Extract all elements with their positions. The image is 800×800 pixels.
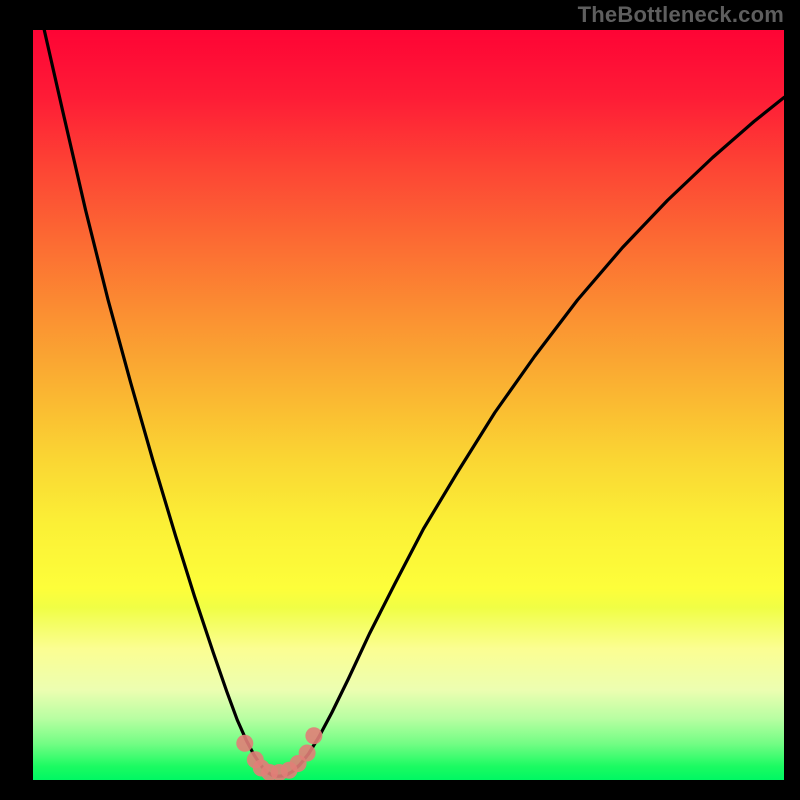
bottleneck-curve	[44, 30, 784, 776]
watermark-text: TheBottleneck.com	[578, 2, 784, 28]
marker-dot	[299, 745, 316, 762]
marker-dot	[305, 727, 322, 744]
plot-svg	[33, 30, 784, 780]
marker-dot	[236, 735, 253, 752]
stage: TheBottleneck.com	[0, 0, 800, 800]
plot-frame	[33, 30, 784, 780]
minimum-cluster	[236, 727, 322, 780]
